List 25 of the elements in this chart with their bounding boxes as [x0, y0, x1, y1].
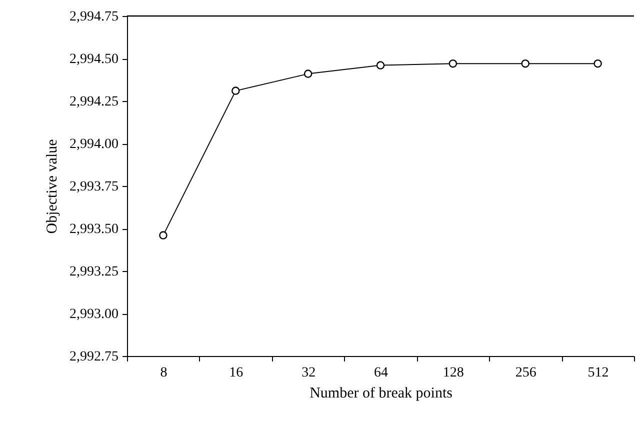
y-tick-label: 2,994.50 — [70, 52, 118, 67]
x-tick-label: 128 — [442, 366, 464, 380]
point — [448, 59, 458, 68]
x-tick-label: 256 — [515, 366, 536, 380]
y-tick-label: 2,992.75 — [70, 350, 118, 364]
y-tick-label: 2,993.50 — [70, 222, 118, 237]
x-tick-label: 512 — [588, 366, 609, 380]
x-tick-label: 8 — [160, 366, 168, 380]
point — [232, 86, 240, 95]
point — [159, 231, 168, 240]
point — [304, 70, 312, 78]
y-tick-label: 2,993.00 — [70, 307, 118, 322]
y-tick-label: 2,994.75 — [70, 10, 118, 24]
x-tick-label: 32 — [302, 366, 316, 380]
x-axis-title: Number of break points — [310, 386, 453, 402]
y-tick-label: 2,993.25 — [70, 264, 118, 280]
point — [376, 61, 385, 70]
y-axis-title: Objective value — [44, 138, 60, 234]
x-tick-label: 16 — [229, 366, 244, 380]
x-tick-label: 64 — [374, 366, 388, 380]
y-tick-label: 2,994.00 — [70, 137, 118, 152]
y-tick-label: 2,994.25 — [70, 94, 118, 110]
point — [521, 59, 530, 68]
y-tick-label: 2,993.75 — [70, 180, 118, 194]
point — [594, 59, 602, 68]
